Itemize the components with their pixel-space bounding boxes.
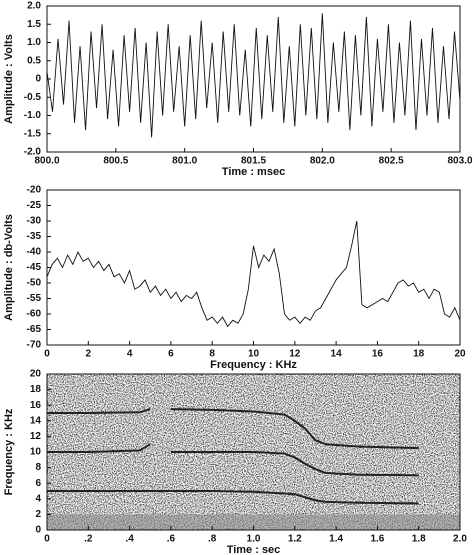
y-tick-label: -40 xyxy=(27,247,42,258)
y-tick-label: 1.0 xyxy=(27,37,41,48)
x-axis-title: Time : msec xyxy=(222,166,285,178)
y-tick-label: 0 xyxy=(35,525,41,536)
y-tick-label: -30 xyxy=(27,216,42,227)
y-tick-label: 0.5 xyxy=(27,55,41,66)
y-tick-label: -1.0 xyxy=(24,110,42,121)
x-tick-label: 801.0 xyxy=(172,156,197,167)
x-tick-label: 1.4 xyxy=(329,534,343,545)
y-tick-label: -60 xyxy=(27,309,42,320)
panel: 0 2 4 6 8 10 12 14 16 18 20 0 .2 .4 .6 .8 1.0 1.2 1.4 1.6 1.… xyxy=(3,369,467,555)
y-tick-label: -1.5 xyxy=(24,128,42,139)
x-tick-label: 800.5 xyxy=(103,156,128,167)
x-tick-label: 1.0 xyxy=(247,534,261,545)
y-tick-label: 0 xyxy=(35,74,41,85)
x-tick-label: 14 xyxy=(331,349,343,360)
x-tick-label: 2.0 xyxy=(453,534,467,545)
x-tick-label: .8 xyxy=(208,534,217,545)
y-tick-label: -50 xyxy=(27,278,42,289)
y-tick-label: 10 xyxy=(30,447,42,458)
x-tick-label: 0 xyxy=(44,349,50,360)
x-tick-label: 8 xyxy=(209,349,215,360)
y-axis-title: Amplitude : Volts xyxy=(3,34,15,124)
x-tick-label: 802.0 xyxy=(310,156,335,167)
data-line xyxy=(46,220,461,328)
y-tick-label: 16 xyxy=(30,400,42,411)
y-tick-label: 20 xyxy=(30,369,42,380)
y-axis-title: Amplitude : db-Volts xyxy=(3,214,15,321)
low-band xyxy=(47,514,460,530)
x-tick-label: 18 xyxy=(413,349,425,360)
data-line xyxy=(47,443,419,477)
x-tick-label: .4 xyxy=(125,534,134,545)
panel: -20 -25 -30 -35 -40 -45 -50 -55 -60 -65 -700 2 4 6 8 10… xyxy=(3,185,466,371)
x-tick-label: 10 xyxy=(248,349,260,360)
y-tick-label: 6 xyxy=(35,478,41,489)
y-tick-label: -35 xyxy=(27,231,42,242)
y-tick-label: 1.5 xyxy=(27,19,41,30)
x-tick-label: 12 xyxy=(289,349,301,360)
y-tick-label: 12 xyxy=(30,431,42,442)
y-tick-label: -20 xyxy=(27,185,42,196)
plot-frame xyxy=(46,373,461,531)
y-tick-label: -65 xyxy=(27,324,42,335)
x-tick-label: 800.0 xyxy=(34,156,59,167)
x-tick-label: 803.0 xyxy=(447,156,472,167)
x-tick-label: 4 xyxy=(127,349,133,360)
x-axis-title: Time : sec xyxy=(227,544,281,555)
y-tick-label: 8 xyxy=(35,462,41,473)
x-tick-label: 2 xyxy=(86,349,92,360)
y-tick-label: -45 xyxy=(27,262,42,273)
x-tick-label: 1.8 xyxy=(412,534,426,545)
y-axis-title: Frequency : KHz xyxy=(3,408,15,495)
y-tick-label: -70 xyxy=(27,340,42,351)
data-line xyxy=(47,408,419,450)
x-tick-label: 802.5 xyxy=(379,156,404,167)
y-tick-label: 14 xyxy=(30,415,42,426)
y-tick-label: -55 xyxy=(27,293,42,304)
x-tick-label: 1.6 xyxy=(370,534,384,545)
x-tick-label: .6 xyxy=(167,534,176,545)
data-line xyxy=(46,13,461,138)
y-tick-label: -2.0 xyxy=(24,147,42,158)
y-tick-label: 2 xyxy=(35,509,41,520)
y-tick-label: 4 xyxy=(35,493,41,504)
y-tick-label: 18 xyxy=(30,384,42,395)
plot-frame xyxy=(46,189,461,346)
x-tick-label: 1.2 xyxy=(288,534,302,545)
y-tick-label: -0.5 xyxy=(24,92,42,103)
x-tick-label: 20 xyxy=(454,349,466,360)
x-tick-label: 6 xyxy=(168,349,174,360)
x-tick-label: 801.5 xyxy=(241,156,266,167)
y-tick-label: -25 xyxy=(27,200,42,211)
x-tick-label: 16 xyxy=(372,349,384,360)
x-tick-label: .2 xyxy=(84,534,93,545)
x-tick-label: 0 xyxy=(44,534,50,545)
plot-frame xyxy=(46,5,461,153)
data-line xyxy=(47,490,419,505)
x-axis-title: Frequency : KHz xyxy=(210,359,297,371)
y-tick-label: 2.0 xyxy=(27,1,41,12)
